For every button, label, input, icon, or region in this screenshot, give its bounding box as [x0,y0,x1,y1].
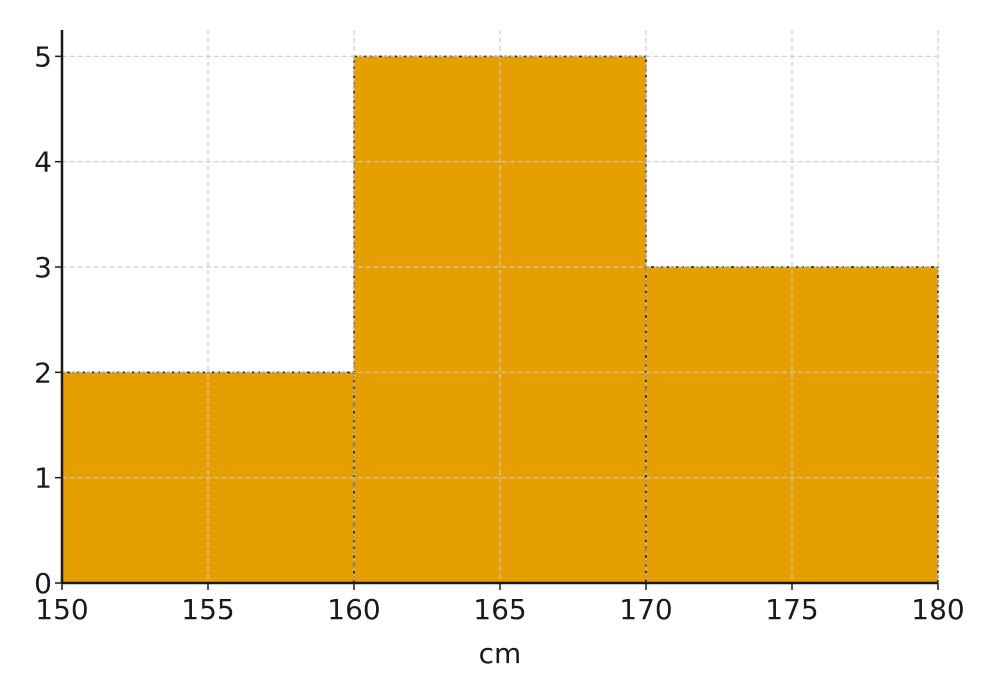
y-tick-label: 4 [34,146,52,179]
grid-group [61,30,939,584]
ticks-group: 150 155 160 165 170 175 180 0 1 2 3 4 5 [34,40,965,626]
y-tick-label: 3 [34,251,52,284]
x-tick-label: 175 [765,593,818,626]
y-tick-label: 5 [34,40,52,73]
x-tick-label: 165 [473,593,526,626]
y-tick-label: 2 [34,356,52,389]
x-axis-label: cm [479,637,522,670]
x-tick-label: 155 [181,593,234,626]
x-tick-label: 170 [619,593,672,626]
x-tick-label: 180 [911,593,964,626]
y-tick-label: 0 [34,567,52,600]
y-tick-label: 1 [34,462,52,495]
x-tick-label: 160 [327,593,380,626]
x-tick-label: 150 [35,593,88,626]
